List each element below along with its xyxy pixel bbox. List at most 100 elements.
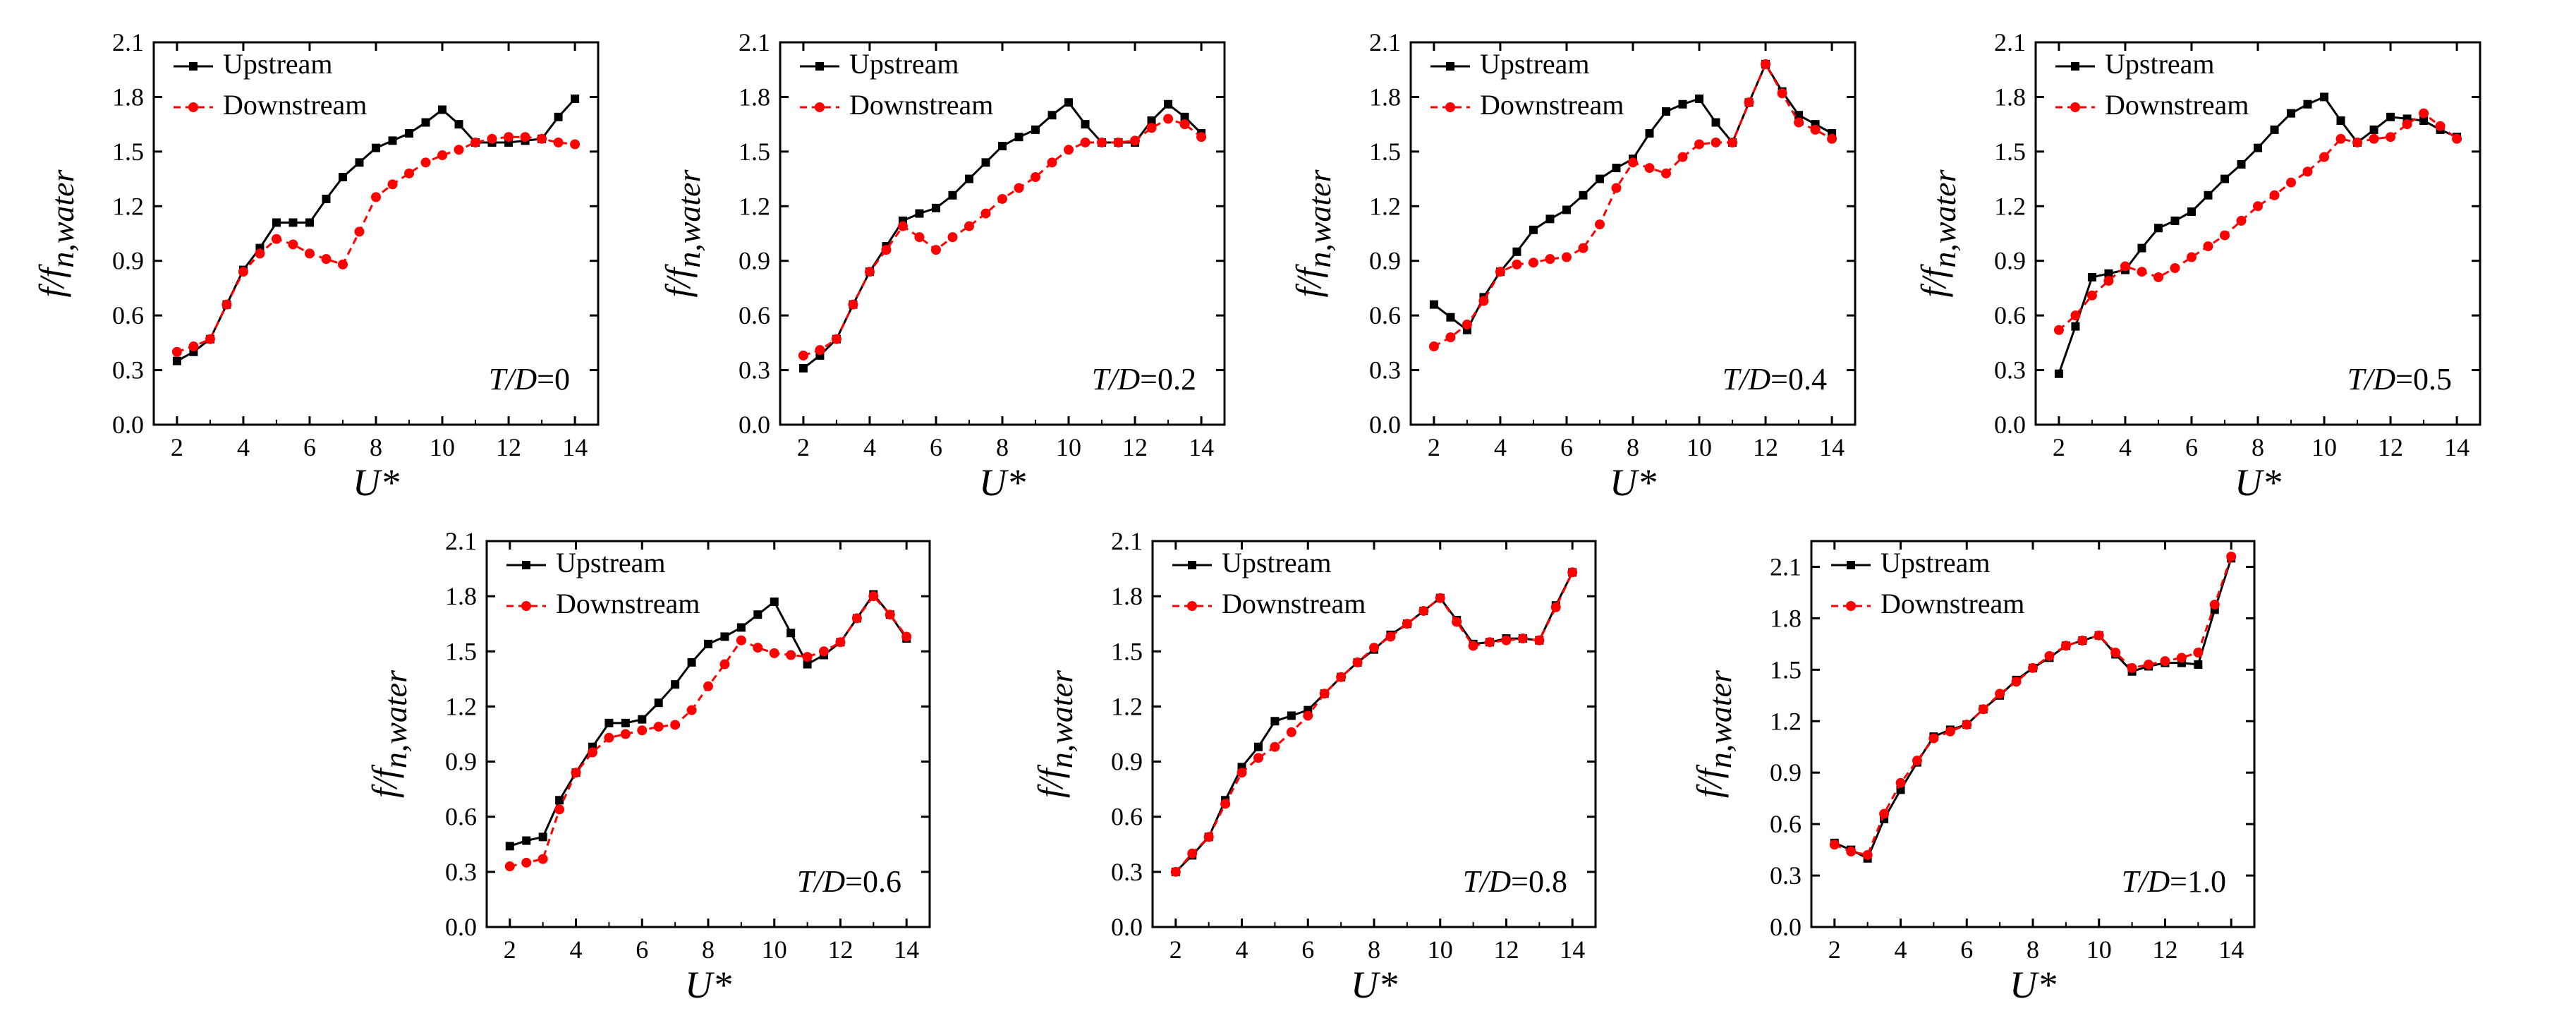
data-point-downstream xyxy=(1711,137,1721,147)
data-point-downstream xyxy=(1031,171,1041,182)
legend-marker-circle xyxy=(815,102,825,112)
y-tick-label: 1.5 xyxy=(1994,138,2026,166)
data-point-downstream xyxy=(1435,593,1445,603)
data-point-downstream xyxy=(885,610,895,620)
td-annotation: T/D=1.0 xyxy=(2122,864,2226,899)
data-point-downstream xyxy=(930,245,941,255)
data-point-downstream xyxy=(1428,341,1439,352)
legend-entry-downstream: Downstream xyxy=(1222,588,1366,619)
data-point-upstream xyxy=(704,639,712,648)
data-point-downstream xyxy=(2302,166,2313,177)
data-point-downstream xyxy=(2153,272,2163,282)
data-point-upstream xyxy=(753,610,763,619)
y-tick-label: 1.8 xyxy=(1111,582,1143,610)
data-point-downstream xyxy=(815,345,825,356)
data-point-downstream xyxy=(2044,650,2055,661)
data-point-upstream xyxy=(1047,111,1057,120)
data-point-downstream xyxy=(1402,619,1412,629)
y-tick-label: 0.9 xyxy=(112,247,144,275)
y-tick-label: 1.8 xyxy=(1369,83,1401,111)
data-point-downstream xyxy=(2120,261,2130,272)
data-point-downstream xyxy=(2253,201,2263,212)
data-point-downstream xyxy=(914,232,925,243)
x-tick-label: 14 xyxy=(1560,935,1585,964)
data-point-upstream xyxy=(1081,120,1090,129)
data-point-downstream xyxy=(1064,145,1074,155)
data-point-upstream xyxy=(1253,742,1263,751)
data-point-downstream xyxy=(1113,137,1124,147)
data-point-upstream xyxy=(654,698,663,708)
data-point-downstream xyxy=(420,157,431,168)
data-point-downstream xyxy=(1146,123,1157,133)
data-point-downstream xyxy=(2176,653,2187,663)
series-line-downstream xyxy=(803,117,1203,357)
data-point-downstream xyxy=(1846,847,1857,857)
data-point-upstream xyxy=(1014,133,1023,142)
data-point-downstream xyxy=(736,635,746,646)
data-point-downstream xyxy=(238,267,248,277)
data-point-downstream xyxy=(964,221,974,231)
y-tick-label: 0.6 xyxy=(445,803,477,831)
data-point-downstream xyxy=(2219,230,2230,241)
data-point-downstream xyxy=(1611,183,1622,193)
x-tick-label: 14 xyxy=(894,935,919,964)
data-point-downstream xyxy=(188,341,199,352)
td-annotation-value: =0 xyxy=(537,362,570,396)
data-point-downstream xyxy=(404,168,415,178)
data-point-upstream xyxy=(1031,125,1040,134)
data-point-downstream xyxy=(1594,219,1605,230)
data-point-upstream xyxy=(338,172,347,181)
x-tick-label: 4 xyxy=(1494,433,1507,461)
data-point-downstream xyxy=(1879,808,1890,819)
data-point-downstream xyxy=(2269,190,2280,200)
data-point-upstream xyxy=(2419,116,2429,125)
y-tick-label: 0.3 xyxy=(1770,861,1802,890)
data-point-downstream xyxy=(2352,137,2363,147)
data-point-upstream xyxy=(1711,118,1720,127)
td-annotation-value: =0.2 xyxy=(1140,362,1196,396)
data-point-downstream xyxy=(637,725,648,736)
chart-panel-0: 2 4 6 8 10 12 14 0.0 0.3 0.6 0.9 1.2 1.5 1.8 2.1 U* f/fn… xyxy=(32,28,600,504)
y-tick-label: 1.2 xyxy=(1111,692,1143,720)
data-point-downstream xyxy=(769,648,779,658)
x-tick-label: 14 xyxy=(2444,433,2469,461)
y-tick-label: 2.1 xyxy=(1369,28,1401,56)
data-point-upstream xyxy=(2170,216,2180,225)
data-point-upstream xyxy=(1429,300,1438,309)
data-point-downstream xyxy=(2094,630,2104,641)
data-point-upstream xyxy=(1529,225,1538,234)
data-point-downstream xyxy=(304,248,315,259)
td-annotation-value: =0.6 xyxy=(845,864,901,899)
y-axis-label-main: f/f xyxy=(1914,264,1953,298)
data-point-upstream xyxy=(2054,369,2063,378)
data-point-downstream xyxy=(2209,599,2220,610)
data-point-downstream xyxy=(2319,152,2330,162)
x-tick-label: 8 xyxy=(2027,935,2039,964)
data-point-downstream xyxy=(980,208,991,219)
td-annotation-value: =0.8 xyxy=(1511,864,1567,899)
y-tick-label: 1.2 xyxy=(1369,192,1401,220)
y-tick-label: 1.8 xyxy=(445,582,477,610)
legend-marker-square xyxy=(522,561,530,569)
y-tick-label: 0.3 xyxy=(445,858,477,886)
data-point-downstream xyxy=(653,722,664,732)
data-point-upstream xyxy=(1270,717,1280,726)
y-tick-label: 0.3 xyxy=(739,356,770,384)
y-tick-label: 0.0 xyxy=(1111,913,1143,941)
data-point-downstream xyxy=(868,591,879,602)
data-point-downstream xyxy=(997,193,1007,204)
y-tick-label: 0.0 xyxy=(1369,411,1401,439)
y-tick-label: 0.0 xyxy=(1994,411,2026,439)
data-point-downstream xyxy=(1978,704,1988,715)
y-axis-label-main: f/f xyxy=(365,764,404,798)
data-point-upstream xyxy=(638,715,647,724)
data-point-upstream xyxy=(405,129,414,138)
x-tick-label: 6 xyxy=(303,433,316,461)
data-point-downstream xyxy=(1445,332,1456,343)
x-tick-label: 6 xyxy=(636,935,648,964)
data-point-upstream xyxy=(1064,98,1074,107)
data-point-upstream xyxy=(1595,174,1604,183)
data-point-downstream xyxy=(1468,641,1478,651)
x-tick-label: 6 xyxy=(2185,433,2198,461)
data-point-downstream xyxy=(1744,97,1754,108)
